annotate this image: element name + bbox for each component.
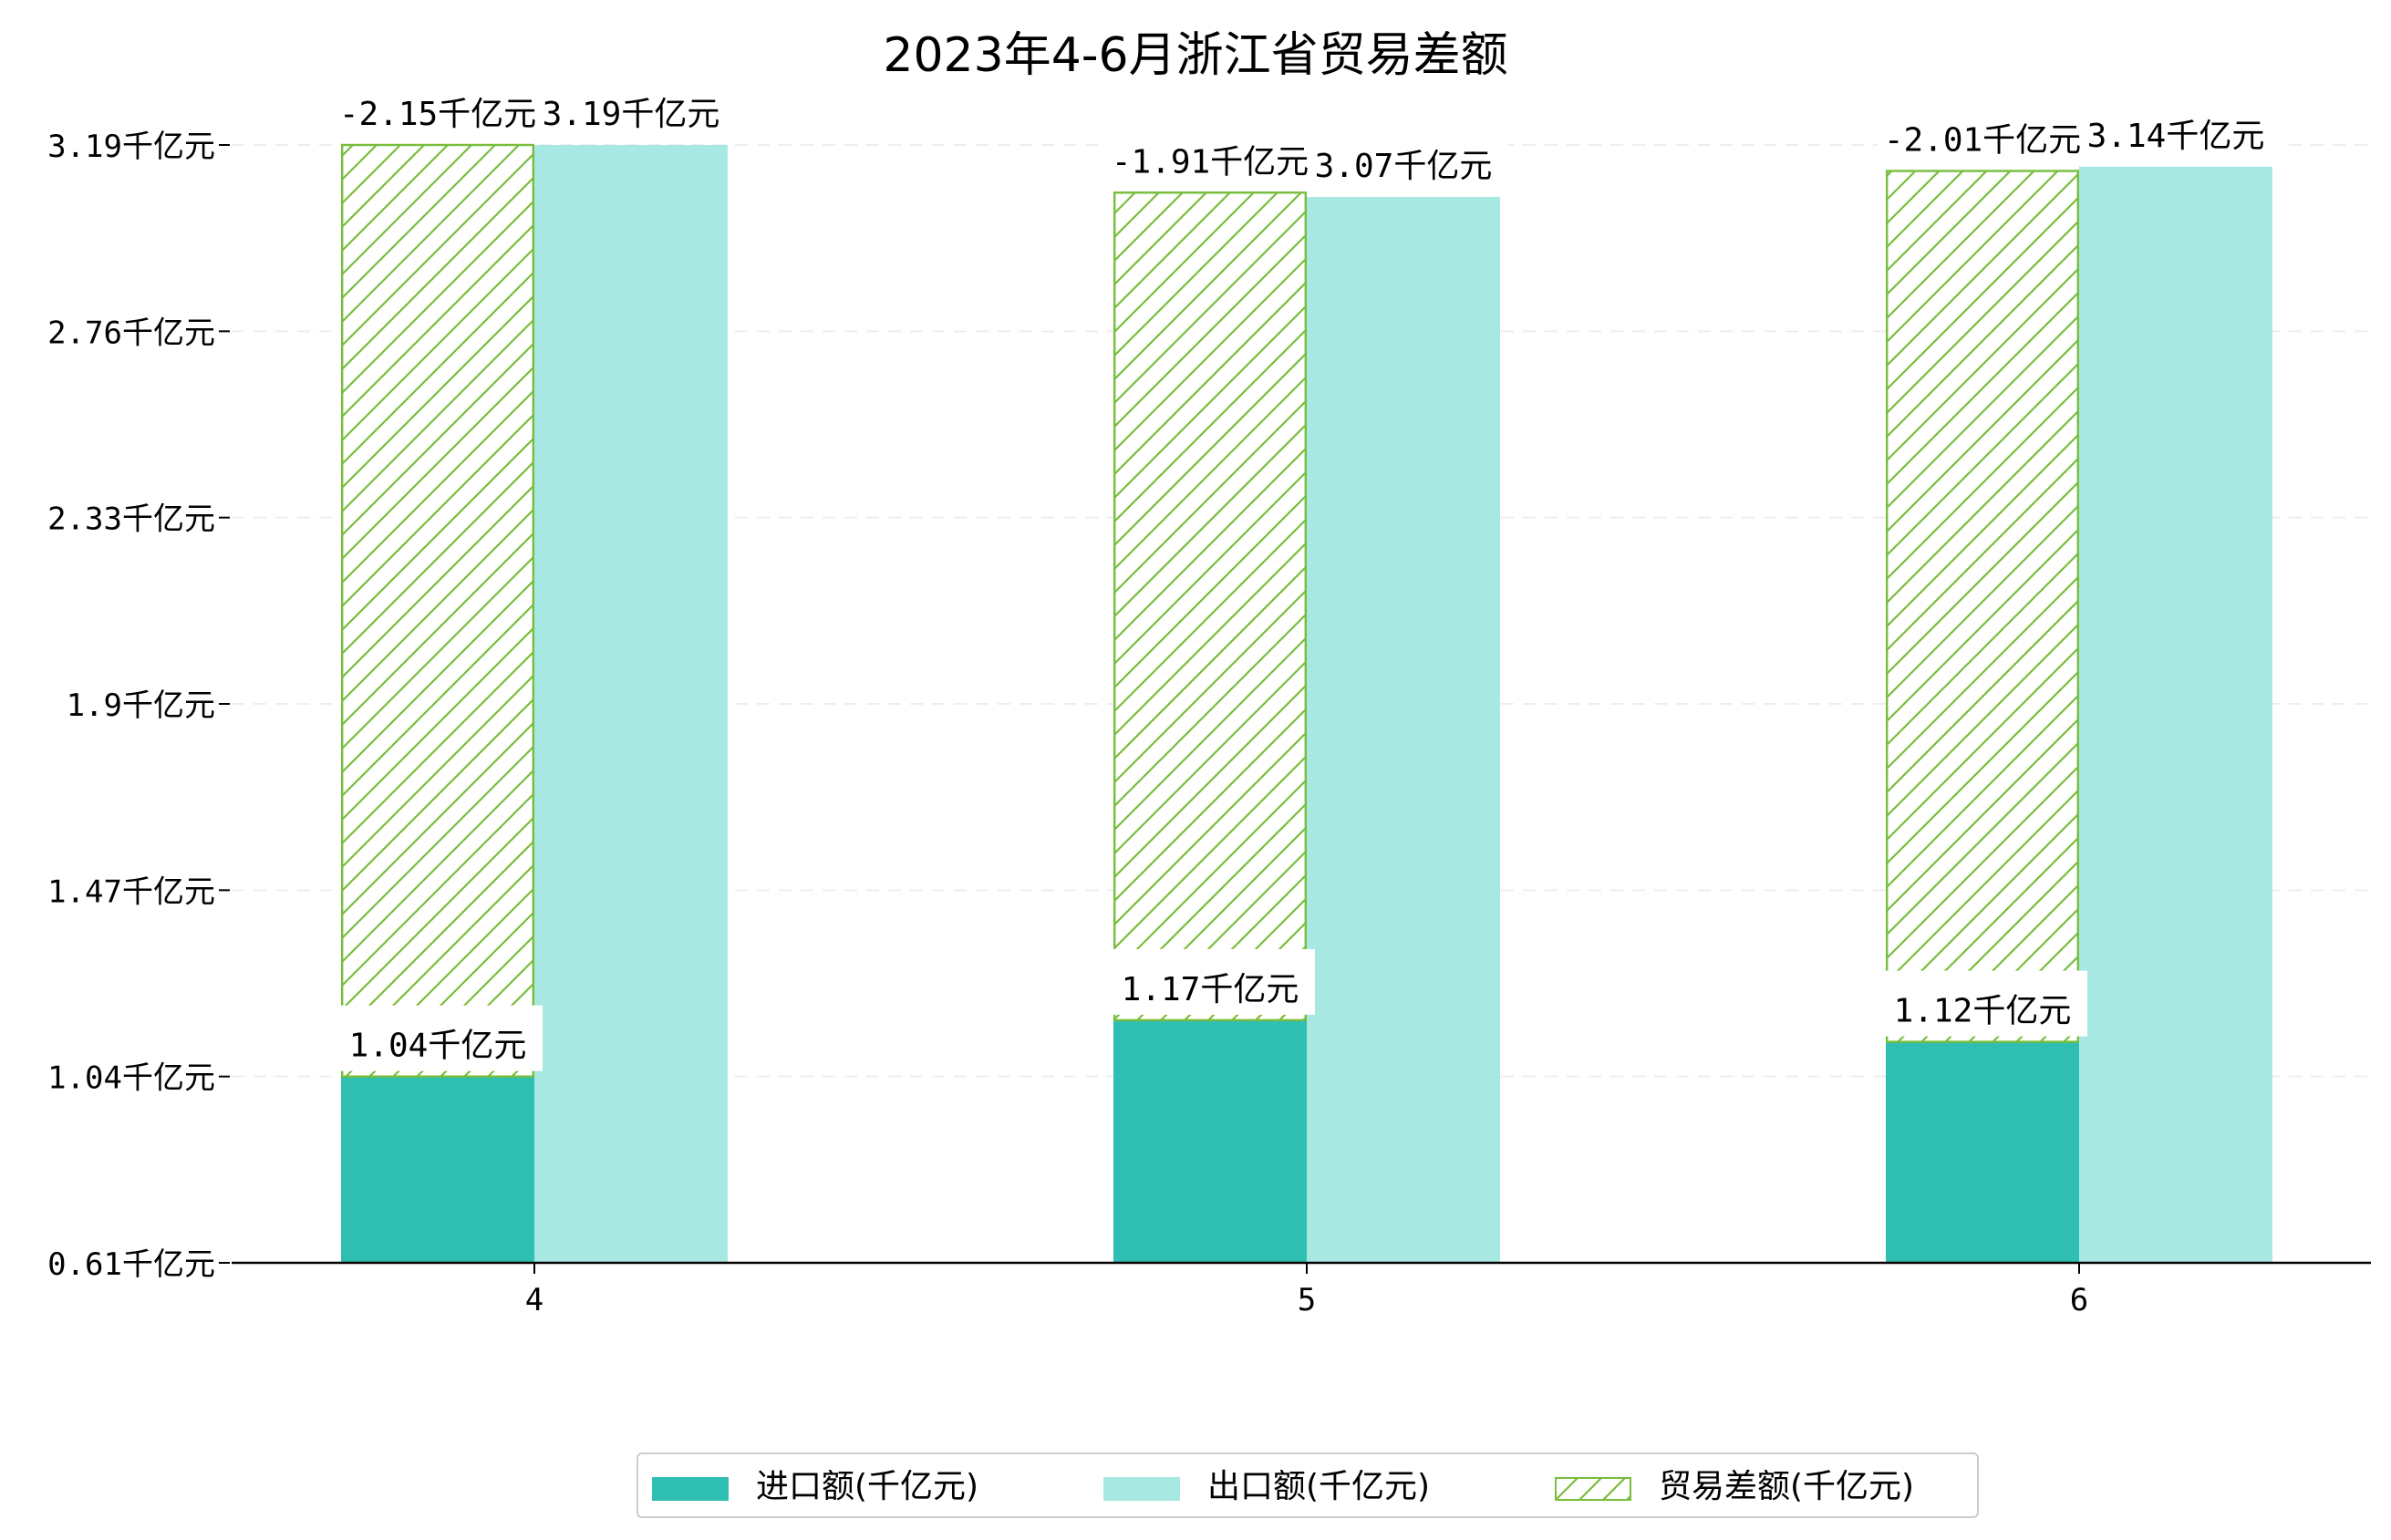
- data-label-import-box: [1878, 970, 2087, 1037]
- data-label-export-box: [2071, 95, 2281, 161]
- bar-trade-balance: [1113, 191, 1307, 1022]
- data-label-trade-balance-box: [1878, 99, 2087, 166]
- bar-trade-balance: [1885, 170, 2079, 1043]
- data-label-import: 1.17千亿元: [1122, 971, 1299, 1008]
- labels-layer: 3.19千亿元-2.15千亿元 1.04千亿元 3.07千亿元-1.91千亿元 1.1…: [333, 74, 2281, 1071]
- y-tick-label: 0.61千亿元: [47, 1246, 215, 1283]
- bar-export: [2079, 166, 2272, 1264]
- bars-layer: [341, 143, 2272, 1264]
- data-label-trade-balance-box: [333, 74, 543, 140]
- data-label-trade-balance-box: [1105, 121, 1315, 188]
- y-tick-label: 3.19千亿元: [47, 129, 215, 165]
- axes-layer: 0.61千亿元 1.04千亿元 1.47千亿元 1.9千亿元 2.33千亿元 2.76千亿…: [47, 129, 2371, 1318]
- x-tick-label: 5: [1298, 1282, 1316, 1318]
- data-label-trade-balance: -2.01千亿元: [1884, 122, 2081, 160]
- x-tick-label: 6: [2070, 1282, 2088, 1318]
- data-label-trade-balance: -2.15千亿元: [339, 96, 536, 133]
- data-label-import: 1.12千亿元: [1894, 993, 2072, 1030]
- legend-swatch-import: [652, 1477, 729, 1501]
- legend-label-export: 出口额(千亿元): [1207, 1468, 1431, 1505]
- chart-title: 2023年4-6月浙江省贸易差额: [883, 28, 1508, 83]
- y-tick-label: 1.47千亿元: [47, 873, 215, 910]
- legend-swatch-export: [1103, 1477, 1180, 1501]
- bar-trade-balance: [341, 143, 535, 1078]
- bar-import: [1886, 1041, 2079, 1263]
- bar-export: [1307, 197, 1500, 1264]
- data-label-import-box: [333, 1005, 543, 1071]
- legend-label-balance: 贸易差额(千亿元): [1659, 1468, 1915, 1505]
- data-label-import-box: [1105, 948, 1315, 1015]
- legend-swatch-balance: [1555, 1477, 1631, 1501]
- bar-import: [1113, 1019, 1307, 1263]
- data-label-export: 3.14千亿元: [2087, 118, 2265, 155]
- data-label-export: 3.07千亿元: [1315, 148, 1493, 185]
- legend-label-import: 进口额(千亿元): [756, 1468, 979, 1505]
- data-label-export: 3.19千亿元: [543, 96, 720, 133]
- legend: 进口额(千亿元) 出口额(千亿元) 贸易差额(千亿元): [637, 1452, 1979, 1518]
- data-label-export-box: [1299, 126, 1508, 192]
- y-tick-label: 1.9千亿元: [67, 687, 215, 724]
- data-label-export-box: [526, 74, 736, 140]
- bar-export: [534, 145, 728, 1263]
- y-tick-label: 2.76千亿元: [47, 315, 215, 351]
- y-tick-label: 2.33千亿元: [47, 501, 215, 538]
- x-tick-label: 4: [525, 1282, 543, 1318]
- data-label-import: 1.04千亿元: [349, 1028, 527, 1065]
- y-tick-label: 1.04千亿元: [47, 1060, 215, 1097]
- data-label-trade-balance: -1.91千亿元: [1112, 143, 1309, 181]
- bar-import: [341, 1076, 534, 1263]
